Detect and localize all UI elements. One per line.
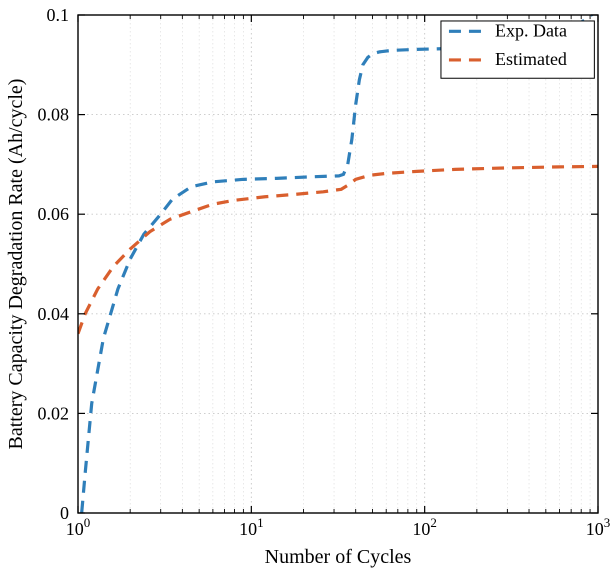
y-tick-label: 0.06 [38, 204, 70, 224]
y-tick-label: 0.04 [38, 304, 70, 324]
y-axis-label: Battery Capacity Degradation Rate (Ah/cy… [5, 79, 27, 450]
x-axis-label: Number of Cycles [265, 546, 412, 568]
legend-label: Exp. Data [495, 20, 567, 40]
line-chart: 10010110210300.020.040.060.080.1Number o… [0, 0, 613, 582]
legend-label: Estimated [495, 49, 567, 69]
y-tick-label: 0.1 [47, 5, 70, 25]
legend: Exp. Data Estimated [441, 20, 594, 78]
y-tick-label: 0.02 [38, 403, 70, 423]
y-tick-label: 0.08 [38, 105, 70, 125]
y-tick-label: 0 [60, 503, 69, 523]
chart-container: 10010110210300.020.040.060.080.1Number o… [0, 0, 613, 582]
